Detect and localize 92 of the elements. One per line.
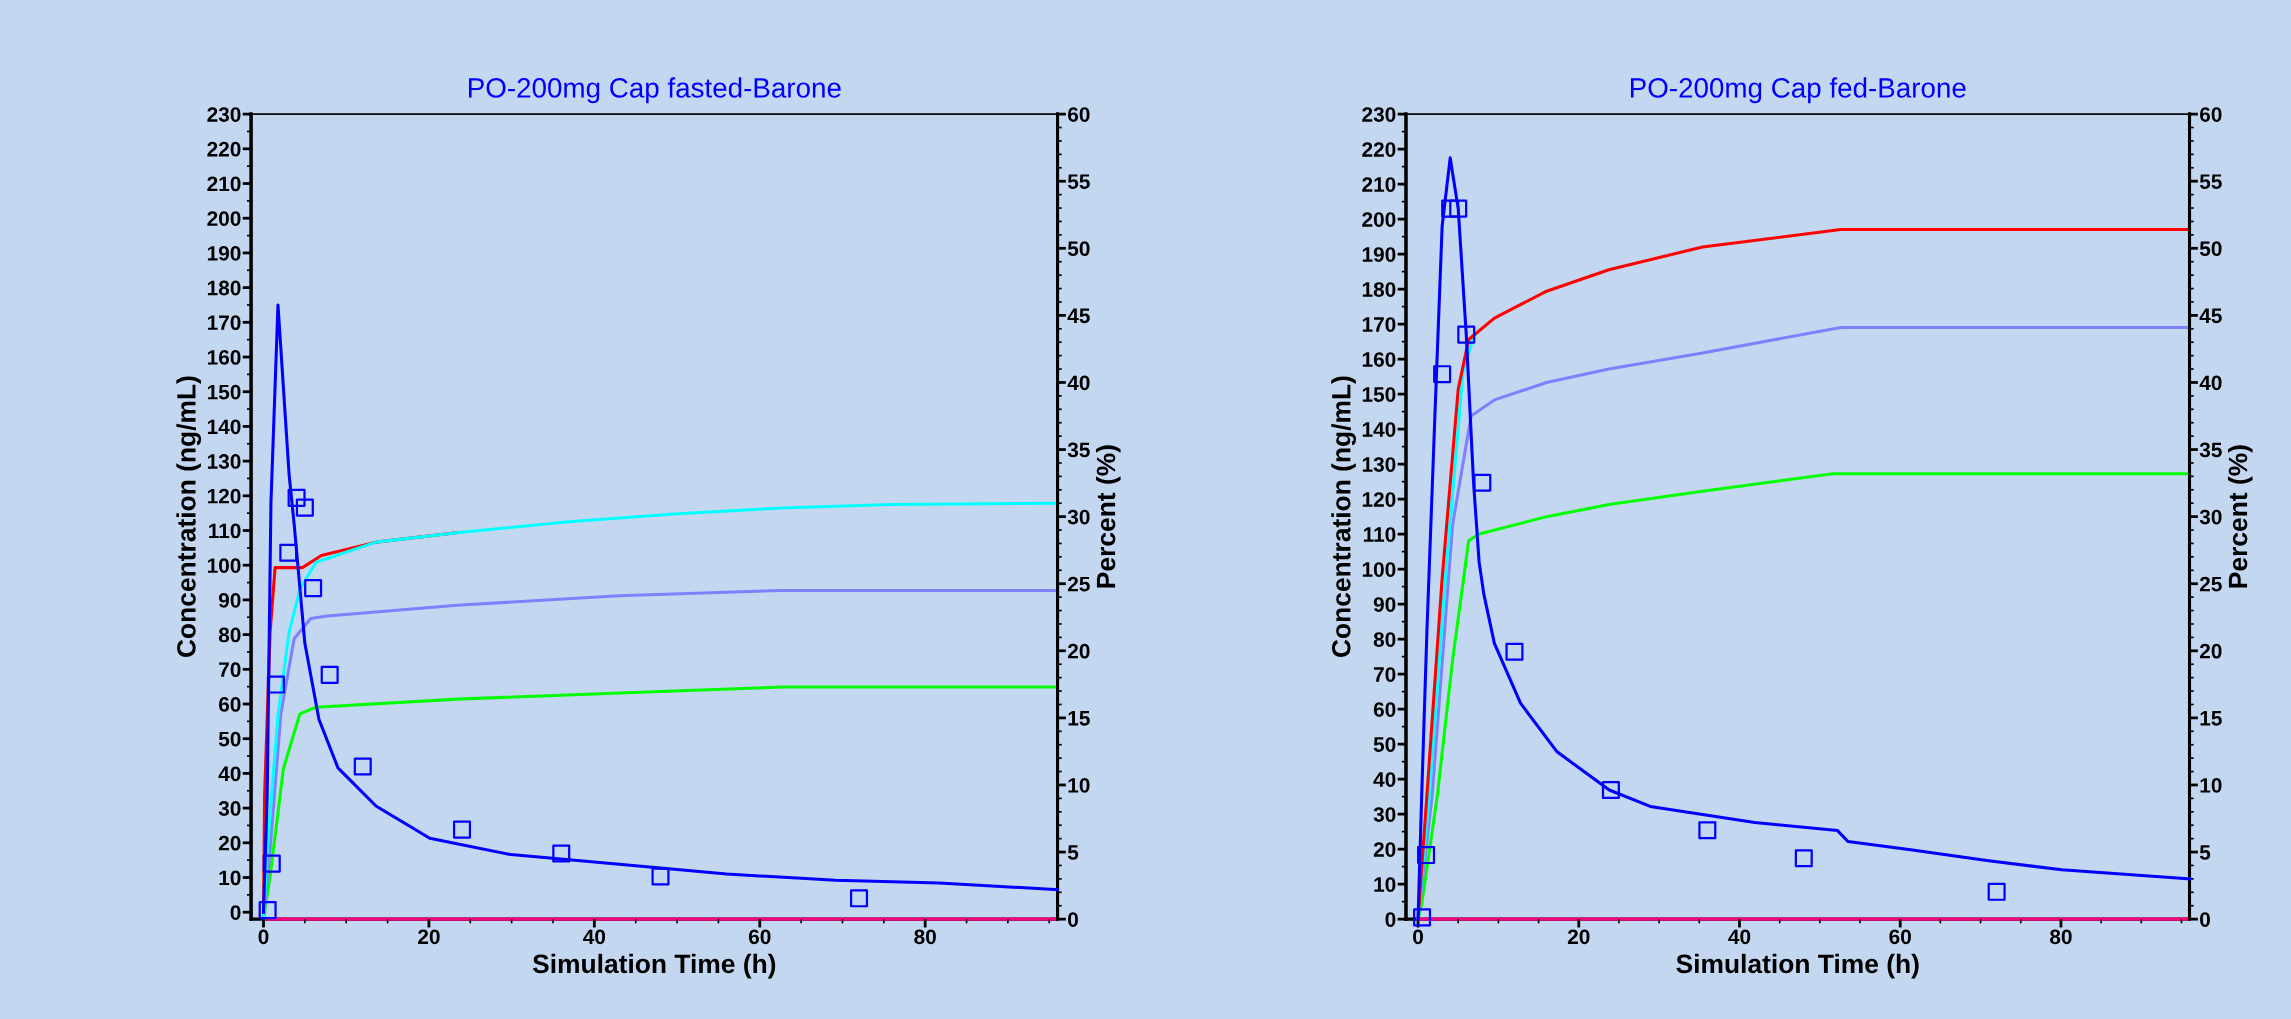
x-axis-title: Simulation Time (h): [1676, 953, 1919, 979]
y2-tick-label: 60: [2199, 107, 2222, 122]
y2-tick-label: 30: [2199, 509, 2222, 525]
y-tick-label: 210: [1362, 177, 1396, 192]
y-tick-label: 110: [1363, 527, 1396, 542]
x-tick-label: 20: [1567, 929, 1590, 945]
y-axis-title: Concentration (ng/mL): [1331, 376, 1356, 657]
x-tick-label: 80: [2050, 929, 2072, 945]
y-tick-label: 0: [230, 905, 241, 920]
y2-tick-label: 50: [2199, 241, 2222, 257]
y2-tick-label: 45: [1067, 308, 1090, 324]
y-tick-label: 20: [218, 835, 241, 851]
y-tick-label: 90: [218, 592, 241, 608]
y-tick-label: 190: [207, 245, 241, 261]
y-tick-label: 230: [1362, 107, 1396, 122]
y2-tick-label: 25: [2199, 576, 2222, 592]
y2-tick-label: 0: [2200, 912, 2210, 927]
y-tick-label: 160: [207, 350, 241, 365]
y2-tick-label: 0: [1068, 912, 1078, 927]
y2-tick-label: 55: [2199, 174, 2222, 189]
y-tick-label: 130: [207, 454, 241, 469]
y-tick-label: 230: [207, 107, 241, 122]
y-tick-label: 140: [1362, 422, 1396, 437]
x-tick-label: 40: [583, 929, 606, 945]
y-tick-label: 30: [218, 801, 241, 816]
y-tick-label: 120: [1362, 492, 1396, 507]
y-tick-label: 10: [1374, 877, 1396, 892]
y-tick-label: 110: [209, 523, 241, 539]
y-tick-label: 70: [219, 662, 241, 678]
y-tick-label: 180: [207, 280, 241, 296]
y-tick-label: 210: [207, 176, 241, 192]
y2-tick-label: 45: [2199, 308, 2222, 324]
chart-title: PO-200mg Cap fasted-Barone: [469, 77, 841, 104]
y2-axis-title: Percent (%): [1095, 445, 1121, 588]
y-tick-label: 200: [1362, 212, 1396, 227]
y-tick-label: 170: [207, 315, 241, 331]
x-tick-label: 20: [418, 929, 440, 945]
y-tick-label: 90: [1373, 597, 1396, 612]
y-tick-label: 220: [207, 141, 241, 157]
y-tick-label: 140: [207, 419, 241, 435]
y2-tick-label: 20: [2199, 643, 2222, 659]
y2-tick-label: 10: [1068, 777, 1090, 793]
y2-tick-label: 35: [1067, 442, 1090, 458]
y2-tick-label: 15: [1068, 711, 1090, 726]
y-tick-label: 70: [1373, 667, 1396, 682]
y2-axis-title: Percent (%): [2227, 445, 2253, 588]
y-tick-label: 150: [207, 384, 241, 400]
x-tick-label: 80: [914, 929, 936, 945]
y-tick-label: 50: [218, 731, 241, 747]
y2-tick-label: 60: [1068, 107, 1090, 122]
y2-tick-label: 15: [2200, 711, 2222, 726]
y-tick-label: 10: [219, 870, 241, 886]
y2-tick-label: 35: [2199, 442, 2222, 458]
y-tick-label: 130: [1362, 457, 1396, 472]
y2-tick-label: 40: [2199, 375, 2222, 391]
y-tick-label: 160: [1362, 352, 1396, 367]
y2-tick-label: 50: [1067, 241, 1090, 257]
y-tick-label: 200: [207, 211, 241, 226]
y2-tick-label: 25: [1067, 576, 1090, 592]
y-tick-label: 40: [218, 766, 241, 782]
y2-tick-label: 55: [1067, 174, 1090, 189]
y2-tick-label: 5: [2199, 845, 2211, 860]
y-tick-label: 180: [1362, 282, 1396, 297]
y-axis-title: Concentration (ng/mL): [176, 376, 202, 657]
y-tick-label: 80: [1373, 632, 1396, 647]
y-tick-label: 40: [1373, 772, 1396, 787]
x-tick-label: 40: [1728, 929, 1751, 945]
y2-tick-label: 30: [1067, 509, 1090, 525]
y-tick-label: 60: [1373, 702, 1396, 717]
y-tick-label: 190: [1362, 247, 1396, 262]
x-tick-label: 60: [748, 929, 771, 945]
y-tick-label: 20: [1373, 842, 1396, 857]
x-axis-title: Simulation Time (h): [532, 953, 776, 979]
x-tick-label: 0: [1413, 929, 1423, 945]
y-tick-label: 100: [207, 558, 241, 573]
y-tick-label: 50: [1373, 737, 1396, 752]
y-tick-label: 60: [218, 697, 241, 712]
y-tick-label: 150: [1362, 387, 1396, 402]
chart-title: PO-200mg Cap fed-Barone: [1630, 77, 1966, 104]
y-tick-label: 220: [1362, 142, 1396, 157]
y-tick-label: 100: [1362, 562, 1396, 577]
y-tick-label: 120: [207, 488, 241, 504]
y2-tick-label: 10: [2200, 777, 2222, 793]
y-tick-label: 30: [1373, 807, 1396, 822]
y-tick-label: 170: [1362, 317, 1396, 332]
y-tick-label: 0: [1385, 912, 1396, 927]
y2-tick-label: 20: [1067, 643, 1090, 659]
y2-tick-label: 40: [1067, 375, 1090, 391]
x-tick-label: 0: [258, 929, 269, 945]
y-tick-label: 80: [218, 627, 241, 643]
y2-tick-label: 5: [1067, 845, 1079, 860]
x-tick-label: 60: [1889, 929, 1911, 945]
